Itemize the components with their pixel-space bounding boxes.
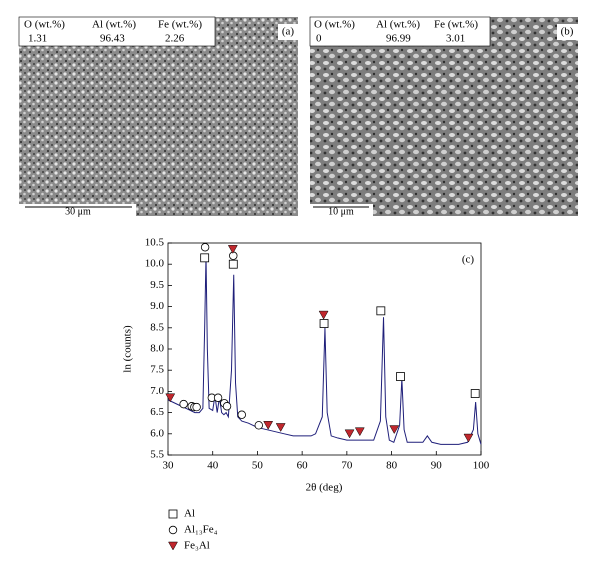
marker-square <box>470 389 480 398</box>
scale-label: 30 μm <box>65 206 91 217</box>
marker-triangle <box>168 541 178 551</box>
table-cell: 1.31 <box>28 33 47 45</box>
marker-triangle <box>165 393 176 403</box>
label-box <box>557 24 578 40</box>
table-header: O (wt.%) <box>314 19 355 31</box>
y-tick-label: 7.5 <box>150 364 164 376</box>
marker-circle <box>200 243 210 252</box>
x-tick-label: 70 <box>341 460 353 472</box>
y-tick-label: 8.0 <box>150 343 164 355</box>
marker-triangle <box>263 421 274 430</box>
table-cell: 96.43 <box>100 33 125 45</box>
table-cell: 3.01 <box>446 33 465 45</box>
table-header: Fe (wt.%) <box>158 19 202 31</box>
table-box <box>309 16 491 47</box>
x-tick-label: 50 <box>252 460 264 472</box>
xrd-pattern <box>167 255 482 445</box>
panel-label: (b) <box>561 26 574 38</box>
x-tick-label: 90 <box>431 460 443 472</box>
y-tick-label: 5.5 <box>150 449 164 461</box>
x-tick-label: 100 <box>473 460 490 472</box>
marker-square <box>396 372 405 381</box>
y-tick-label: 9.0 <box>150 300 164 312</box>
panel-label: (c) <box>462 254 475 266</box>
marker-square <box>376 306 386 316</box>
marker-circle <box>222 402 232 411</box>
marker-circle <box>192 402 201 412</box>
label-box <box>278 24 298 40</box>
table-header: O (wt.%) <box>24 19 65 31</box>
y-tick-label: 6.5 <box>150 406 164 418</box>
x-axis-title: 2θ (deg) <box>306 482 343 494</box>
x-tick-label: 60 <box>297 460 309 472</box>
marker-square <box>200 253 210 263</box>
marker-circle <box>179 399 188 409</box>
x-tick-label: 30 <box>163 460 175 472</box>
marker-square <box>319 319 329 328</box>
sem-image <box>310 17 578 216</box>
marker-triangle <box>344 429 355 439</box>
marker-square <box>228 259 238 269</box>
marker-square <box>168 509 178 519</box>
sem-image <box>19 17 298 216</box>
panel-label: (a) <box>282 26 295 38</box>
y-tick-label: 7.0 <box>150 385 164 397</box>
table-header: Al (wt.%) <box>376 19 420 31</box>
scale-label: 10 μm <box>328 206 354 217</box>
marker-triangle <box>354 427 365 437</box>
table-header: Al (wt.%) <box>92 19 136 31</box>
table-box <box>18 16 216 47</box>
legend-label: Fe₃Al <box>184 540 210 552</box>
y-tick-label: 9.5 <box>150 279 164 291</box>
marker-circle <box>168 525 178 535</box>
y-axis-title: ln (counts) <box>122 325 134 373</box>
legend-label: Al <box>184 508 195 520</box>
y-tick-label: 10.5 <box>145 237 165 249</box>
marker-triangle <box>227 245 238 254</box>
marker-circle <box>237 410 246 419</box>
marker-triangle <box>389 425 400 435</box>
legend-label: Al₁₃Fe₄ <box>184 524 218 536</box>
table-header: Fe (wt.%) <box>434 19 478 31</box>
marker-circle <box>213 393 223 402</box>
table-cell: 96.99 <box>386 33 411 45</box>
y-tick-label: 8.5 <box>150 321 164 333</box>
y-tick-label: 6.0 <box>150 427 164 439</box>
marker-circle <box>254 421 263 430</box>
marker-triangle <box>463 433 474 443</box>
table-cell: 2.26 <box>165 33 185 45</box>
table-cell: 0 <box>316 33 322 45</box>
x-tick-label: 40 <box>207 460 219 472</box>
marker-triangle <box>318 310 329 320</box>
x-tick-label: 80 <box>386 460 398 472</box>
marker-triangle <box>275 423 286 432</box>
y-tick-label: 10.0 <box>145 258 165 270</box>
